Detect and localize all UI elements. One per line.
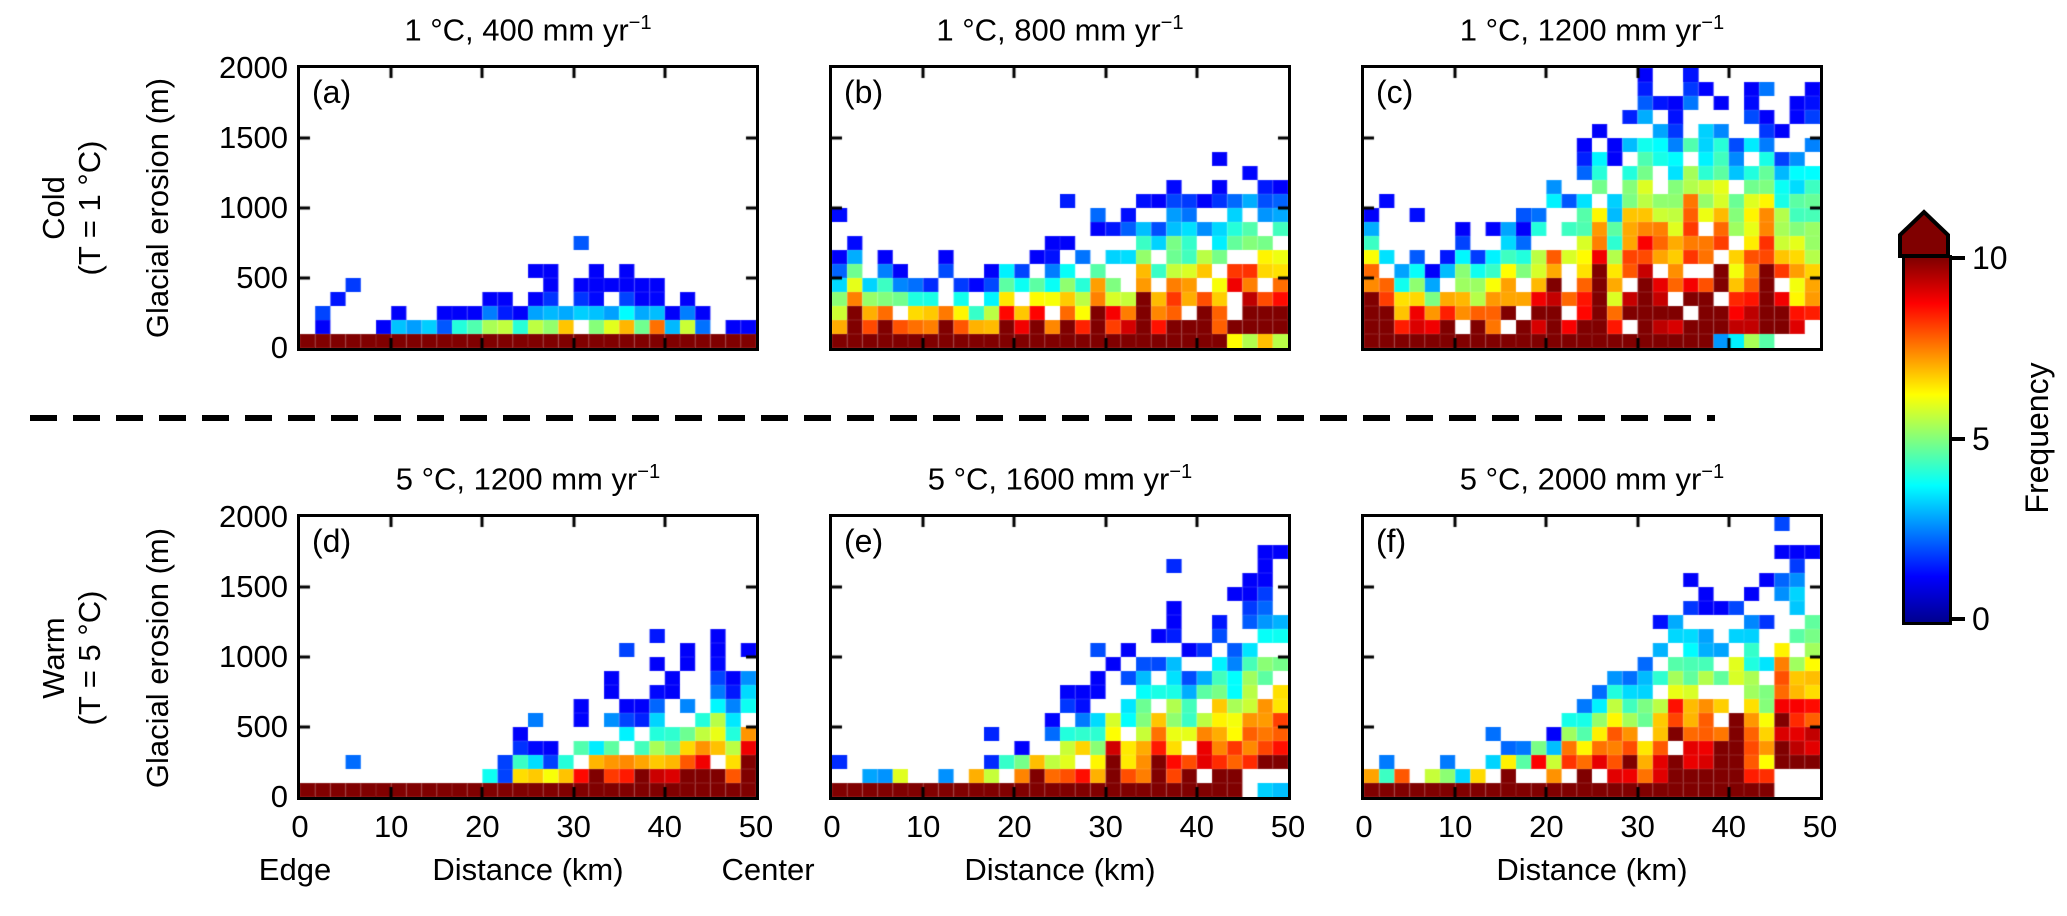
title-superscript: −1: [1701, 12, 1725, 34]
panel-f: (f): [1361, 514, 1823, 800]
y-tick-label: 1500: [219, 120, 288, 155]
x-tick-label: 30: [1620, 809, 1655, 844]
x-axis-label: Distance (km): [964, 852, 1156, 887]
row-label-warm: Warm (T = 5 °C): [36, 591, 108, 726]
x-tick-label: 50: [1270, 809, 1306, 844]
y-tick-label: 0: [270, 330, 288, 365]
edge-label: Edge: [258, 852, 332, 887]
panel-tag-d: (d): [312, 523, 352, 559]
panel-title-b: 1 °C, 800 mm yr−1: [936, 12, 1184, 48]
x-axis-label: Distance (km): [432, 852, 624, 887]
colorbar: [1902, 255, 1952, 625]
title-superscript: −1: [1701, 461, 1725, 483]
x-tick-label: 30: [1088, 809, 1123, 844]
panel-tag-e: (e): [844, 523, 884, 559]
colorbar-label: Frequency: [2019, 362, 2055, 514]
y-tick-label: 1000: [219, 639, 288, 674]
heatmap-cells-d: [300, 517, 756, 797]
row-label-warm-line2: (T = 5 °C): [72, 590, 107, 726]
title-superscript: −1: [637, 461, 661, 483]
panel-title-e: 5 °C, 1600 mm yr−1: [927, 461, 1193, 497]
title-superscript: −1: [628, 12, 652, 34]
x-tick-label: 40: [1711, 809, 1747, 844]
x-tick-label: 20: [1529, 809, 1564, 844]
y-tick-label: 2000: [219, 50, 288, 85]
panel-e: (e): [829, 514, 1291, 800]
center-label: Center: [721, 852, 815, 887]
colorbar-tick: [1952, 436, 1965, 441]
row-label-warm-line1: Warm: [36, 617, 71, 699]
heatmap-cells-a: [300, 68, 756, 348]
x-tick-label: 50: [738, 809, 774, 844]
x-tick-label: 20: [997, 809, 1032, 844]
panel-tag-f: (f): [1376, 523, 1407, 559]
panel-a: (a): [297, 65, 759, 351]
y-tick-label: 2000: [219, 499, 288, 534]
y-tick-label: 1500: [219, 569, 288, 604]
panel-tag-a: (a): [312, 74, 352, 110]
y-tick-label: 500: [236, 260, 288, 295]
x-tick-label: 10: [373, 809, 409, 844]
panel-title-a: 1 °C, 400 mm yr−1: [404, 12, 652, 48]
y-tick-label: 0: [270, 779, 288, 814]
heatmap-cells-c: [1364, 68, 1820, 348]
panel-tag-c: (c): [1376, 74, 1414, 110]
heatmap-cells-b: [832, 68, 1288, 348]
panel-title-d: 5 °C, 1200 mm yr−1: [395, 461, 661, 497]
panel-c: (c): [1361, 65, 1823, 351]
row-label-cold-line1: Cold: [36, 176, 71, 240]
colorbar-tick-label: 0: [1972, 601, 1990, 637]
x-tick-label: 50: [1802, 809, 1838, 844]
colorbar-tick-label: 5: [1972, 420, 1990, 457]
colorbar-tick: [1952, 617, 1965, 621]
x-tick-label: 40: [1179, 809, 1215, 844]
title-superscript: −1: [1169, 461, 1193, 483]
y-tick-label: 1000: [219, 190, 288, 225]
colorbar-tick-label: 10: [1972, 240, 2008, 276]
x-tick-label: 20: [465, 809, 500, 844]
heatmap-cells-f: [1364, 517, 1820, 797]
x-tick-label: 40: [647, 809, 683, 844]
panel-title-f: 5 °C, 2000 mm yr−1: [1459, 461, 1725, 497]
title-superscript: −1: [1160, 12, 1184, 34]
x-tick-label: 10: [905, 809, 941, 844]
row-label-cold-line2: (T = 1 °C): [72, 140, 107, 276]
heatmap-cells-e: [832, 517, 1288, 797]
panel-b: (b): [829, 65, 1291, 351]
dashed-divider: [30, 415, 1715, 421]
colorbar-overflow-arrow-icon: [1898, 209, 1950, 258]
panel-title-c: 1 °C, 1200 mm yr−1: [1459, 12, 1725, 48]
panel-d: (d): [297, 514, 759, 800]
x-tick-label: 0: [823, 809, 841, 844]
y-tick-label: 500: [236, 709, 288, 744]
panel-tag-b: (b): [844, 74, 884, 110]
colorbar-tick: [1952, 256, 1965, 260]
x-tick-label: 0: [1355, 809, 1373, 844]
x-tick-label: 10: [1437, 809, 1473, 844]
x-axis-label: Distance (km): [1496, 852, 1688, 887]
x-tick-label: 0: [291, 809, 309, 844]
x-tick-label: 30: [556, 809, 591, 844]
row-label-cold: Cold (T = 1 °C): [36, 141, 108, 276]
